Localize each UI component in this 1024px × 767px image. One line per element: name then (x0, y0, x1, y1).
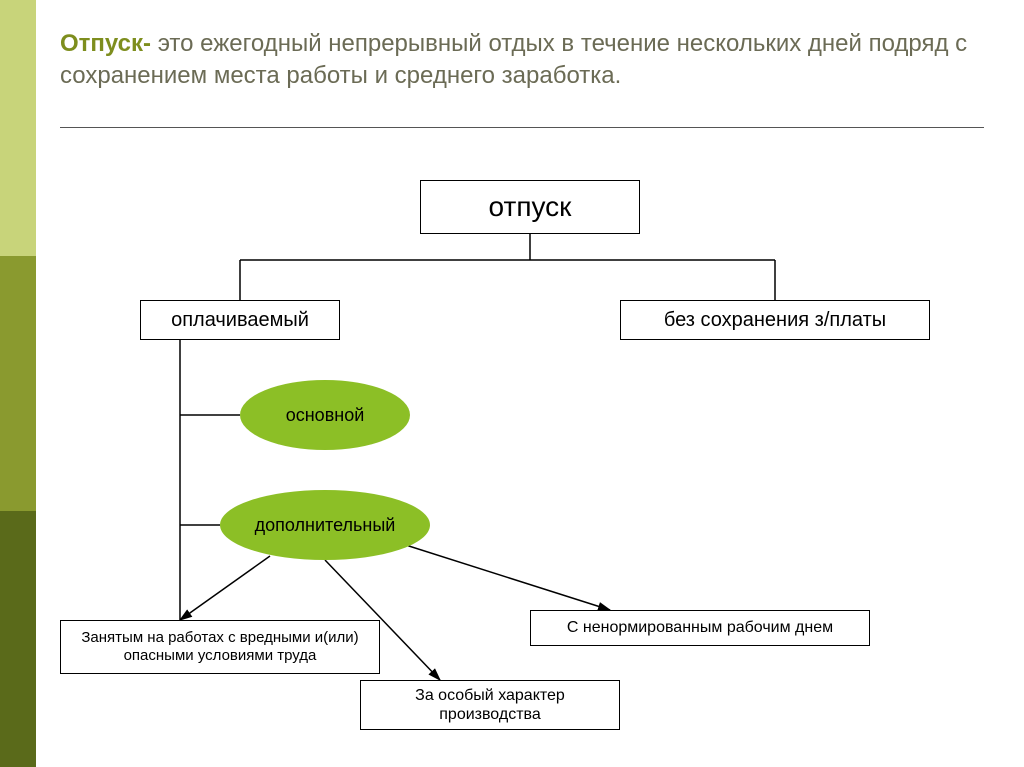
accent-stripe-1 (0, 0, 36, 256)
accent-stripe-2 (0, 256, 36, 512)
node-unpaid: без сохранения з/платы (620, 300, 930, 340)
node-main-label: основной (286, 405, 365, 426)
node-irregular-label: С ненормированным рабочим днем (567, 618, 833, 637)
heading-text: Отпуск- это ежегодный непрерывный отдых … (60, 28, 984, 93)
heading-block: Отпуск- это ежегодный непрерывный отдых … (60, 28, 984, 136)
node-special: За особый характер производства (360, 680, 620, 730)
heading-rest: это ежегодный непрерывный отдых в течени… (60, 30, 967, 89)
node-paid: оплачиваемый (140, 300, 340, 340)
node-irregular: С ненормированным рабочим днем (530, 610, 870, 646)
node-paid-label: оплачиваемый (171, 309, 309, 332)
node-root-label: отпуск (489, 191, 572, 223)
node-hazard: Занятым на работах с вредными и(или) опа… (60, 620, 380, 674)
node-special-label: За особый характер производства (369, 686, 611, 724)
divider (60, 127, 984, 128)
node-extra-label: дополнительный (255, 515, 396, 536)
diagram: отпуск оплачиваемый без сохранения з/пла… (60, 180, 980, 740)
node-extra: дополнительный (220, 490, 430, 560)
accent-sidebar (0, 0, 36, 767)
accent-stripe-3 (0, 511, 36, 767)
node-root: отпуск (420, 180, 640, 234)
node-hazard-label: Занятым на работах с вредными и(или) опа… (69, 629, 371, 665)
node-unpaid-label: без сохранения з/платы (664, 309, 886, 332)
heading-term: Отпуск- (60, 30, 151, 57)
node-main: основной (240, 380, 410, 450)
